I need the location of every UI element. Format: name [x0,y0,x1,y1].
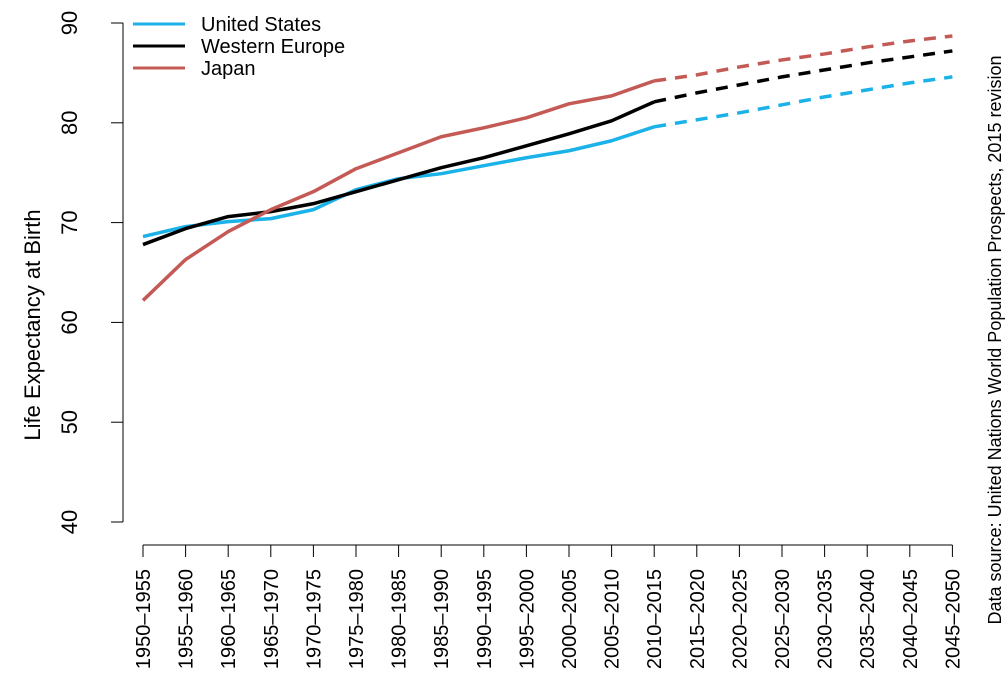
x-tick-label: 1965–1970 [261,569,283,669]
series-lines [141,34,953,302]
x-tick-label: 2045–2050 [942,569,964,669]
x-tick-label: 1975–1980 [346,569,368,669]
x-tick-label: 2040–2045 [900,569,922,669]
y-axis: 40 50 60 70 80 90 [57,11,124,534]
y-tick-label: 50 [57,410,82,434]
series-line-projected [653,75,953,129]
x-tick-label: 2015–2020 [687,569,709,669]
series-line-projected [653,34,953,83]
x-tick-label: 1980–1985 [389,569,411,669]
y-tick-label: 90 [57,11,82,35]
x-tick-label: 2010–2015 [644,569,666,669]
series-line-observed [142,100,655,247]
x-tick-label: 1960–1965 [218,569,240,669]
x-axis: 1950–1955 1955–1960 1960–1965 1965–1970 1970… [133,544,964,669]
x-tick-label: 2005–2010 [602,569,624,669]
x-tick-label: 2000–2005 [559,569,581,669]
x-tick-label: 1955–1960 [176,569,198,669]
y-tick-label: 60 [57,310,82,334]
source-note: Data source: United Nations World Popula… [985,56,1005,625]
y-tick-label: 70 [57,210,82,234]
series-line-projected [653,49,953,104]
x-tick-label: 2025–2030 [772,569,794,669]
x-tick-label: 1995–2000 [516,569,538,669]
x-tick-label: 2030–2035 [815,569,837,669]
x-tick-label: 1985–1990 [431,569,453,669]
legend-label: Western Europe [201,36,345,58]
legend-label: Japan [201,58,256,80]
y-axis-label: Life Expectancy at Birth [20,209,45,440]
x-tick-label: 1990–1995 [474,569,496,669]
legend-label: United States [201,14,321,36]
x-tick-label: 2035–2040 [857,569,879,669]
y-tick-label: 40 [57,510,82,534]
series-line-observed [141,79,655,302]
x-tick-label: 2020–2025 [729,569,751,669]
x-tick-label: 1970–1975 [303,569,325,669]
y-tick-label: 80 [57,111,82,135]
x-tick-label: 1950–1955 [133,569,155,669]
